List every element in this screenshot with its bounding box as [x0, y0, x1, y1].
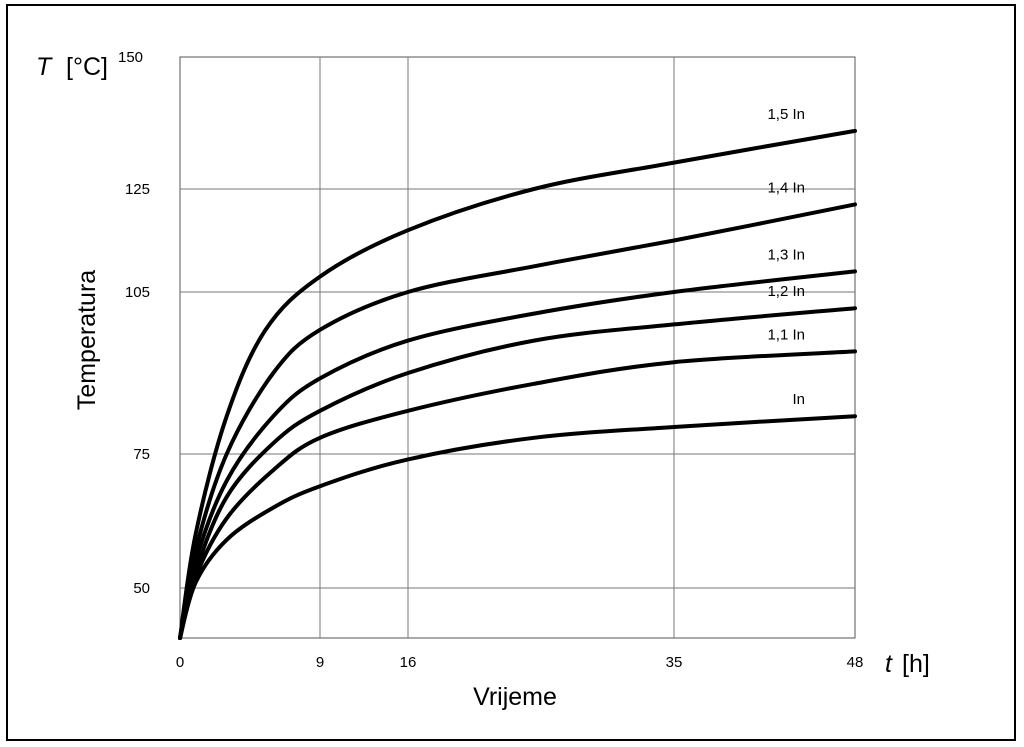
- y-unit: [°C]: [66, 53, 108, 81]
- series-line: [178, 349, 857, 640]
- series-label: 1,4 In: [767, 179, 805, 196]
- y-tick-label: 50: [133, 580, 150, 597]
- series-lines: [178, 128, 857, 640]
- y-unit-symbol: T: [36, 53, 53, 81]
- series-label: In: [792, 391, 805, 408]
- x-unit: [h]: [902, 650, 930, 678]
- series-line: [178, 128, 857, 640]
- x-tick-label: 9: [316, 654, 324, 671]
- tick-labels: 0 9 16 35 48 50 75 105 125 150: [118, 49, 863, 671]
- y-axis-title: Temperatura: [73, 270, 101, 410]
- x-tick-label: 35: [666, 654, 683, 671]
- series-label: 1,2 In: [767, 283, 805, 300]
- chart-frame: [6, 4, 1016, 741]
- grid: [179, 56, 856, 639]
- series-label: 1,1 In: [767, 326, 805, 343]
- y-tick-label: 150: [118, 49, 143, 66]
- series-line: [178, 269, 857, 640]
- series-line: [178, 202, 857, 640]
- x-tick-label: 16: [400, 654, 417, 671]
- series-line: [178, 306, 857, 640]
- y-tick-label: 75: [133, 446, 150, 463]
- series-label: 1,3 In: [767, 246, 805, 263]
- y-tick-label: 105: [125, 284, 150, 301]
- x-axis-title: Vrijeme: [473, 683, 557, 711]
- series-line: [178, 414, 857, 640]
- x-unit-symbol: t: [885, 650, 893, 678]
- plot-area: [179, 56, 856, 639]
- x-tick-label: 48: [847, 654, 864, 671]
- y-tick-label: 125: [125, 181, 150, 198]
- x-tick-label: 0: [176, 654, 184, 671]
- series-labels: 1,5 In 1,4 In 1,3 In 1,2 In 1,1 In In: [767, 106, 805, 408]
- series-label: 1,5 In: [767, 106, 805, 123]
